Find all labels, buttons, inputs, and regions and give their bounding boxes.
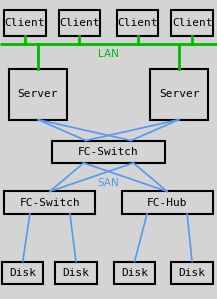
Text: Client: Client [59,18,99,28]
Text: FC-Switch: FC-Switch [20,198,80,208]
FancyBboxPatch shape [4,10,46,36]
FancyBboxPatch shape [171,262,213,284]
FancyBboxPatch shape [59,10,100,36]
FancyBboxPatch shape [117,10,158,36]
Text: LAN: LAN [98,49,119,59]
FancyBboxPatch shape [9,69,67,120]
Text: Server: Server [18,89,58,99]
Text: Client: Client [172,18,212,28]
Text: Disk: Disk [62,268,89,278]
FancyBboxPatch shape [122,191,213,214]
Text: Server: Server [159,89,199,99]
Text: FC-Hub: FC-Hub [147,198,187,208]
FancyBboxPatch shape [55,262,97,284]
FancyBboxPatch shape [4,191,95,214]
FancyBboxPatch shape [114,262,155,284]
Text: Disk: Disk [121,268,148,278]
FancyBboxPatch shape [171,10,213,36]
Text: Client: Client [5,18,45,28]
Text: Disk: Disk [179,268,205,278]
FancyBboxPatch shape [52,141,165,163]
Text: SAN: SAN [98,178,119,188]
Text: FC-Switch: FC-Switch [78,147,139,157]
Text: Client: Client [118,18,158,28]
FancyBboxPatch shape [150,69,208,120]
FancyBboxPatch shape [2,262,43,284]
Text: Disk: Disk [9,268,36,278]
